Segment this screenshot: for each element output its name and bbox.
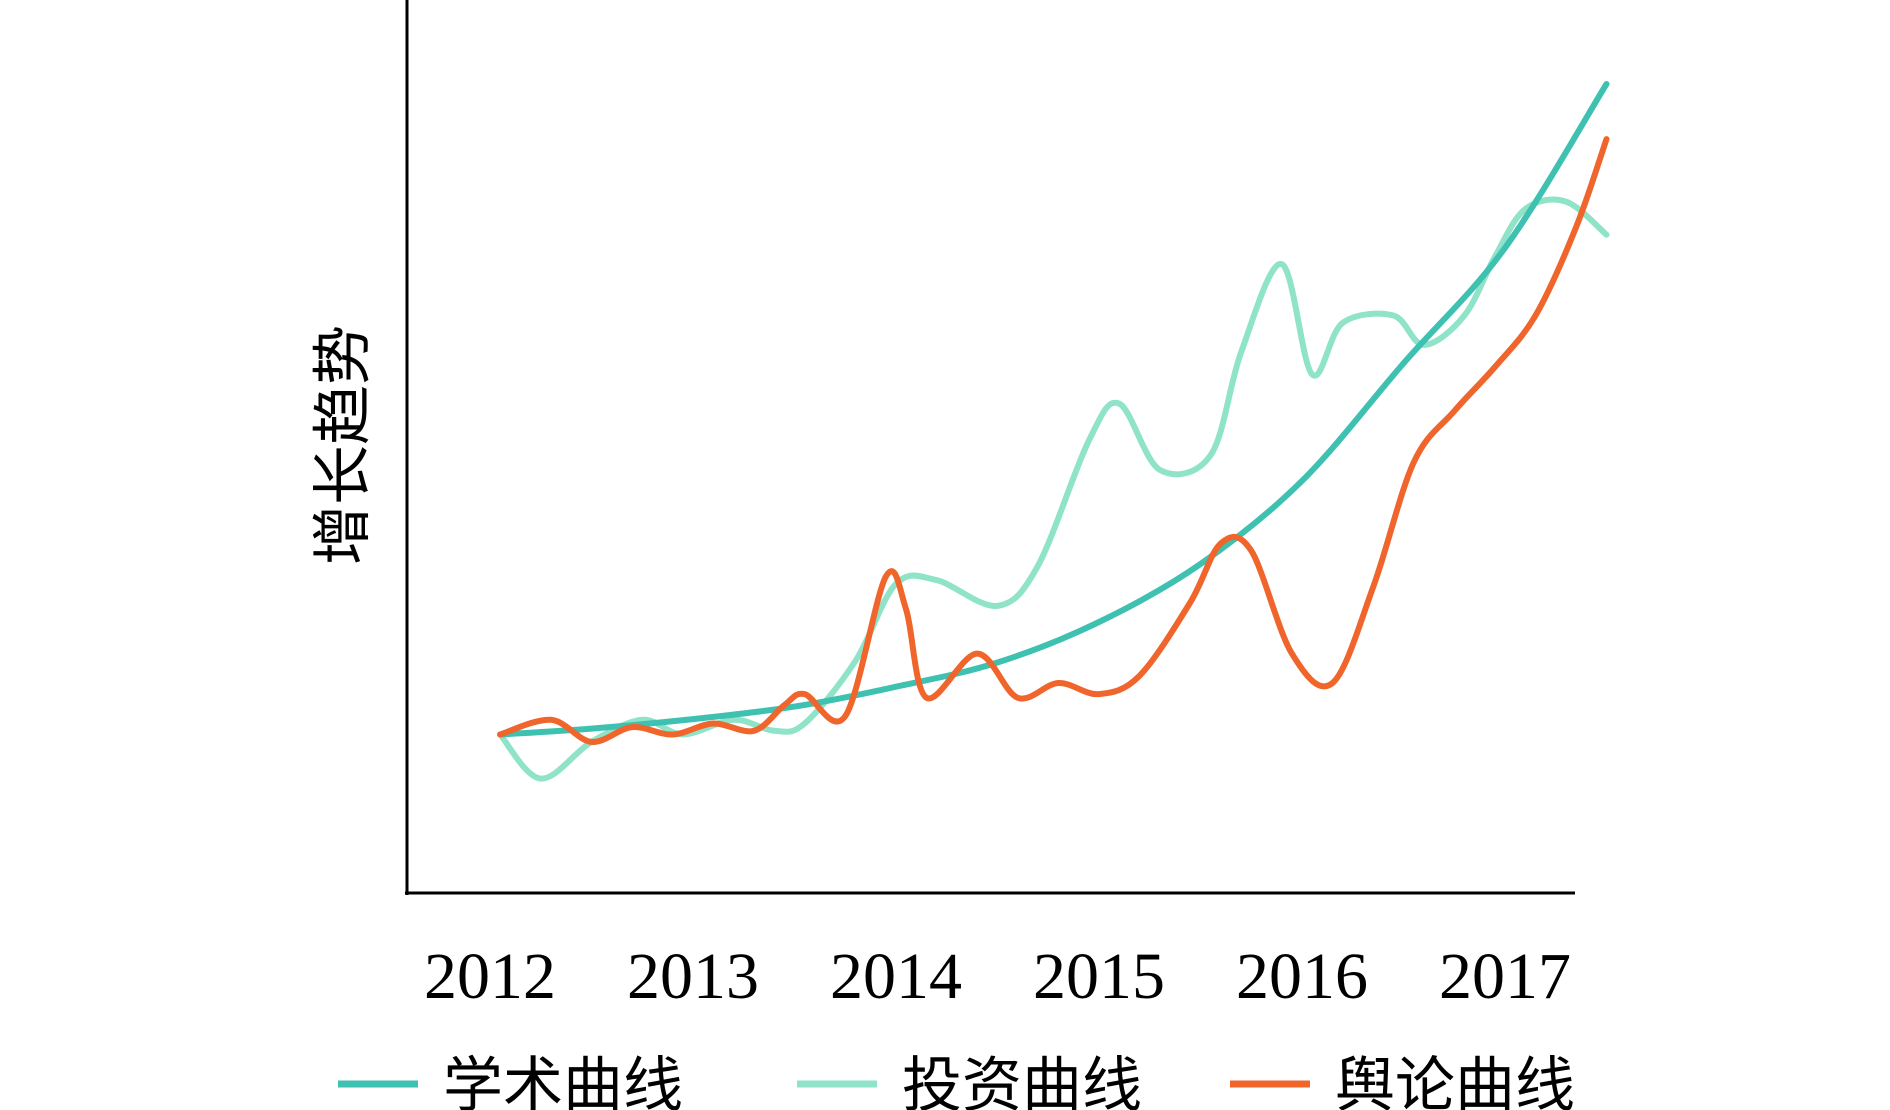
series-line-1 — [497, 81, 1610, 738]
x-tick-label: 2012 — [424, 940, 556, 1013]
series-line-3 — [497, 136, 1610, 745]
legend: 学术曲线 投资曲线 舆论曲线 — [338, 1051, 1575, 1110]
legend-label: 学术曲线 — [443, 1051, 683, 1110]
x-tick-label: 2014 — [830, 940, 962, 1013]
legend-label: 舆论曲线 — [1335, 1051, 1575, 1110]
x-tick-label: 2013 — [627, 940, 759, 1013]
y-axis-label: 增长趋势 — [309, 325, 379, 565]
series-line-2 — [497, 196, 1610, 782]
plot-area — [497, 81, 1610, 782]
legend-label: 投资曲线 — [902, 1051, 1142, 1110]
x-tick-label: 2017 — [1439, 940, 1571, 1013]
x-tick-labels: 2012 2013 2014 2015 2016 2017 — [424, 940, 1571, 1013]
x-tick-label: 2016 — [1236, 940, 1368, 1013]
x-tick-label: 2015 — [1033, 940, 1165, 1013]
